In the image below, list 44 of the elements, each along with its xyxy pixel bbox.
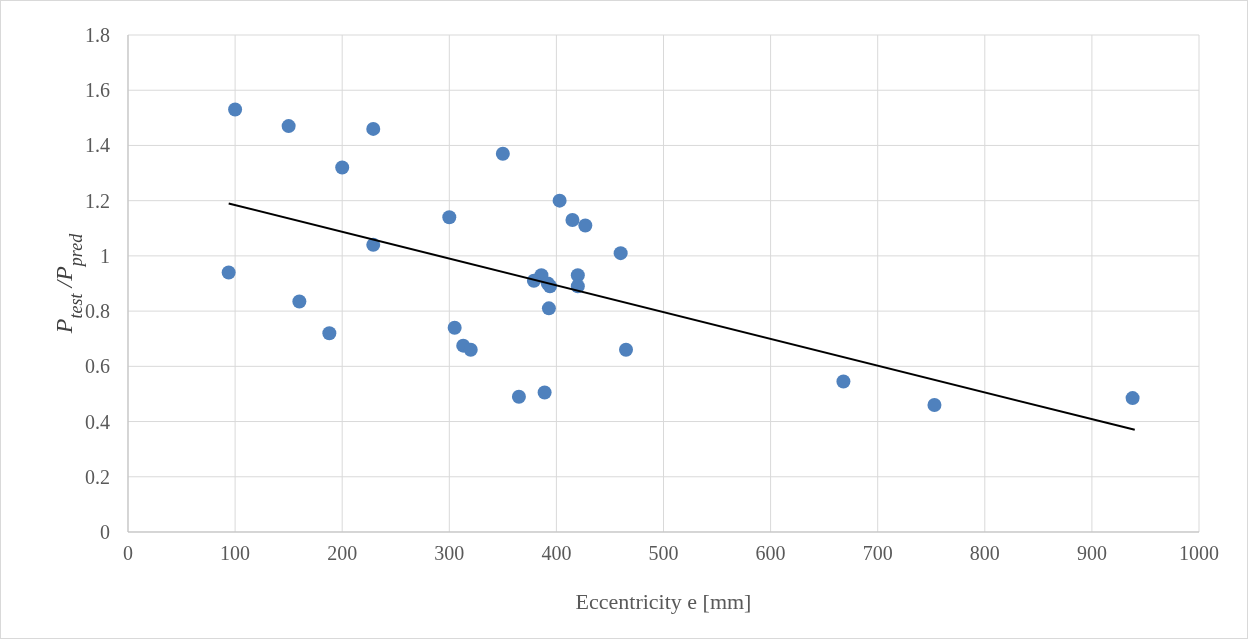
y-tick-label: 0.8 [85, 300, 110, 323]
y-tick-label: 1.6 [85, 79, 110, 102]
y-tick-label: 0.2 [85, 465, 110, 488]
point [463, 342, 478, 357]
point [335, 160, 350, 175]
x-tick-label: 100 [220, 542, 251, 564]
point [322, 326, 337, 341]
y-tick-label: 1.2 [85, 189, 110, 212]
point [552, 193, 567, 208]
point [578, 218, 593, 233]
point [292, 294, 307, 309]
point [511, 389, 526, 404]
point [565, 212, 580, 227]
x-tick-label: 600 [755, 542, 786, 564]
y-tick-label: 0.4 [85, 410, 110, 433]
x-axis-title: Eccentricity e [mm] [575, 589, 752, 614]
point [366, 121, 381, 136]
point [836, 374, 851, 389]
x-tick-label: 1000 [1179, 542, 1219, 564]
y-tick-label: 1.8 [85, 24, 110, 46]
y-tick-label: 0.6 [85, 355, 110, 378]
point [541, 301, 556, 316]
x-tick-label: 800 [969, 542, 1000, 564]
x-tick-label: 0 [123, 542, 133, 564]
point [619, 342, 634, 357]
x-tick-label: 700 [862, 542, 893, 564]
x-tick-label: 200 [327, 542, 358, 564]
y-tick-label: 0 [100, 521, 110, 543]
point [447, 320, 462, 335]
point [613, 246, 628, 261]
x-tick-label: 900 [1076, 542, 1107, 564]
y-tick-label: 1 [100, 244, 110, 267]
y-tick-label: 1.4 [85, 134, 110, 157]
point [495, 146, 510, 161]
point [927, 397, 942, 412]
point [537, 385, 552, 400]
point [442, 210, 457, 225]
x-tick-label: 500 [648, 542, 679, 564]
x-tick-label: 300 [434, 542, 465, 564]
point [1125, 391, 1140, 406]
x-tick-label: 400 [541, 542, 572, 564]
point [228, 102, 243, 117]
point [281, 119, 296, 134]
point [221, 265, 236, 280]
